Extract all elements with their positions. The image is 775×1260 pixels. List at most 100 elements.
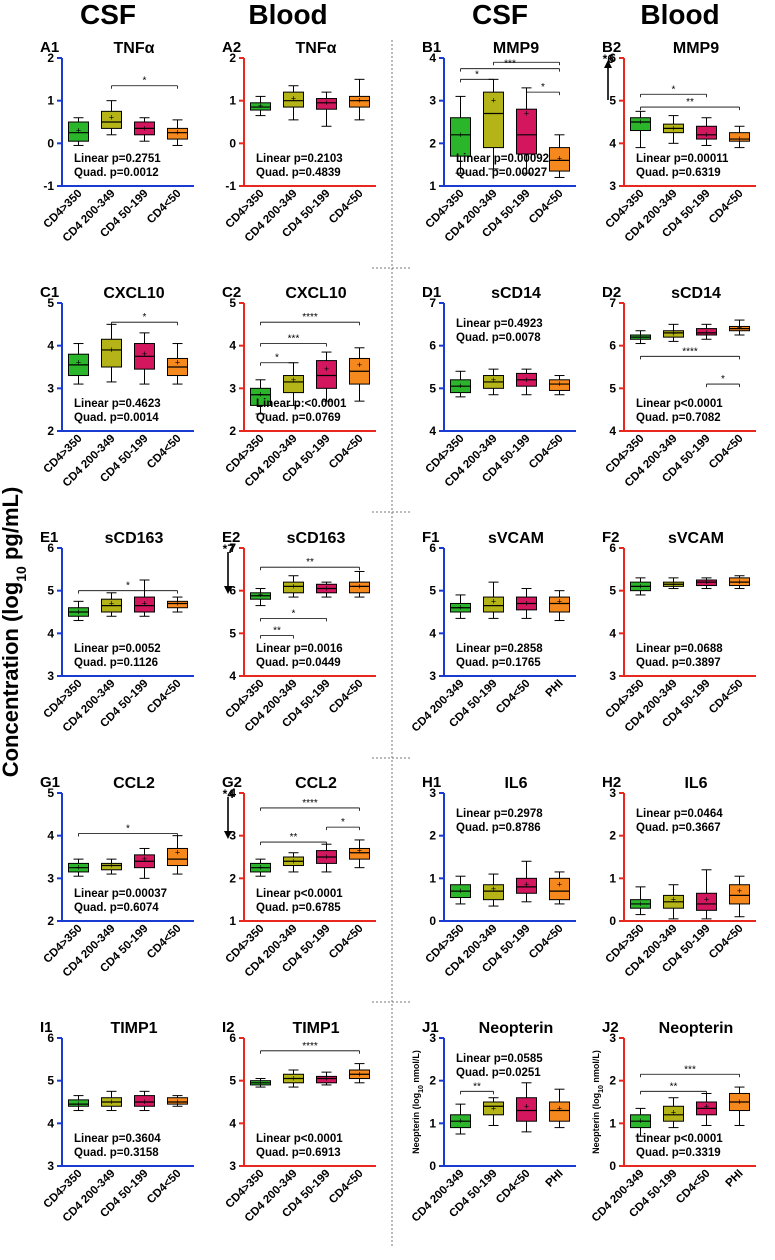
mean-marker: + xyxy=(357,846,362,856)
stat-quadratic: Quad. p=0.3319 xyxy=(636,1147,721,1159)
mean-marker: + xyxy=(258,863,263,873)
mean-marker: + xyxy=(671,123,676,133)
mean-marker: + xyxy=(357,96,362,106)
significance-stars: *** xyxy=(288,334,300,345)
significance-stars: *** xyxy=(684,1064,696,1075)
stat-linear: Linear p=0.4623 xyxy=(74,398,161,410)
box-4 xyxy=(729,884,750,905)
box-2 xyxy=(663,1105,684,1122)
mean-marker: + xyxy=(291,1074,296,1084)
significance-stars: * xyxy=(126,581,130,592)
y-tick-label: 2 xyxy=(429,136,436,150)
mean-marker: + xyxy=(76,1099,81,1109)
mean-marker: + xyxy=(175,848,180,858)
mean-marker: + xyxy=(491,596,496,606)
stat-linear: Linear p=0.4923 xyxy=(456,318,543,330)
mean-marker: + xyxy=(291,94,296,104)
stat-quadratic: Quad. p=0.0078 xyxy=(456,332,541,344)
box-2 xyxy=(483,1101,504,1116)
category-label: CD4<50 xyxy=(327,923,366,962)
mean-marker: + xyxy=(357,360,362,370)
box-4 xyxy=(729,132,750,142)
box-2 xyxy=(101,862,122,871)
mean-marker: + xyxy=(291,856,296,866)
y-tick-label: 6 xyxy=(229,584,236,598)
stat-linear: Linear p=0.2858 xyxy=(456,643,543,655)
mean-marker: + xyxy=(737,1097,742,1107)
significance-stars: * xyxy=(475,69,479,80)
y-tick-label: -1 xyxy=(43,179,54,193)
panel-title: MMP9 xyxy=(673,40,719,57)
panel-y-axis-label-main: Neopterin (log xyxy=(411,1093,421,1154)
box-2 xyxy=(283,91,304,108)
mean-marker: + xyxy=(175,1097,180,1107)
y-tick-label: 2 xyxy=(229,51,236,65)
stat-quadratic: Quad. p=0.6074 xyxy=(74,902,159,914)
category-label: CD4<50 xyxy=(527,923,566,962)
box-1 xyxy=(68,1099,89,1107)
stat-quadratic: Quad. p=0.6785 xyxy=(256,902,341,914)
y-tick-label: 4 xyxy=(429,626,436,640)
significance-stars: *** xyxy=(504,59,516,70)
mean-marker: + xyxy=(491,375,496,385)
mean-marker: + xyxy=(175,128,180,138)
y-tick-label: 0 xyxy=(609,1159,616,1173)
y-tick-label: 4 xyxy=(47,1116,54,1130)
y-tick-label: 2 xyxy=(47,424,54,438)
significance-stars: * xyxy=(541,82,545,93)
significance-stars: * xyxy=(292,608,296,619)
y-tick-label: 3 xyxy=(609,1031,616,1045)
panel-label: H1 xyxy=(422,774,441,791)
stat-quadratic: Quad. p=0.1126 xyxy=(74,657,158,669)
panel-title: Neopterin xyxy=(659,1020,734,1037)
box-3 xyxy=(316,360,337,389)
y-tick-label: 4 xyxy=(229,669,236,683)
panel-label: A2 xyxy=(222,39,241,56)
stat-quadratic: Quad. p=0.8786 xyxy=(456,822,541,834)
mean-marker: + xyxy=(324,852,329,862)
category-label: CD4<50 xyxy=(145,188,184,227)
y-axis-label-sub: 10 xyxy=(13,566,29,582)
panel-label: B2 xyxy=(602,39,621,56)
category-label: CD4<50 xyxy=(494,678,533,717)
panel-title: TNFα xyxy=(114,40,155,57)
y-tick-label: 5 xyxy=(47,786,54,800)
panel-label: E2 xyxy=(222,529,240,546)
y-tick-label: 0 xyxy=(429,1159,436,1173)
panel-y-axis-label-main: Neopterin (log xyxy=(591,1093,601,1154)
panel-y-axis-label-sub: 10 xyxy=(598,1085,605,1093)
y-tick-label: 4 xyxy=(229,339,236,353)
stat-quadratic: Quad. p=0.6319 xyxy=(636,167,721,179)
arrow-head xyxy=(224,831,232,839)
category-label: CD4<50 xyxy=(327,188,366,227)
mean-marker: + xyxy=(704,1101,709,1111)
box-3 xyxy=(696,328,717,336)
mean-marker: + xyxy=(671,1108,676,1118)
panel-y-axis-label-sub: 10 xyxy=(418,1085,425,1093)
mean-marker: + xyxy=(324,1074,329,1084)
significance-stars: * xyxy=(672,84,676,95)
panel-label: I2 xyxy=(222,1019,235,1036)
box-2 xyxy=(283,375,304,394)
y-tick-label: 3 xyxy=(609,786,616,800)
box-3 xyxy=(316,98,337,110)
panel-title: IL6 xyxy=(684,775,707,792)
arrow-label: *4 xyxy=(223,787,235,801)
category-label: CD4<50 xyxy=(145,678,184,717)
box-3 xyxy=(696,125,717,140)
mean-marker: + xyxy=(458,130,463,140)
y-tick-label: 4 xyxy=(229,1116,236,1130)
box-1 xyxy=(250,102,271,111)
box-2 xyxy=(483,596,504,613)
panel-y-axis-label-end: nmol/L) xyxy=(411,1050,421,1085)
y-tick-label: 4 xyxy=(609,136,616,150)
mean-marker: + xyxy=(524,598,529,608)
mean-marker: + xyxy=(638,1116,643,1126)
y-tick-label: 7 xyxy=(429,296,436,310)
